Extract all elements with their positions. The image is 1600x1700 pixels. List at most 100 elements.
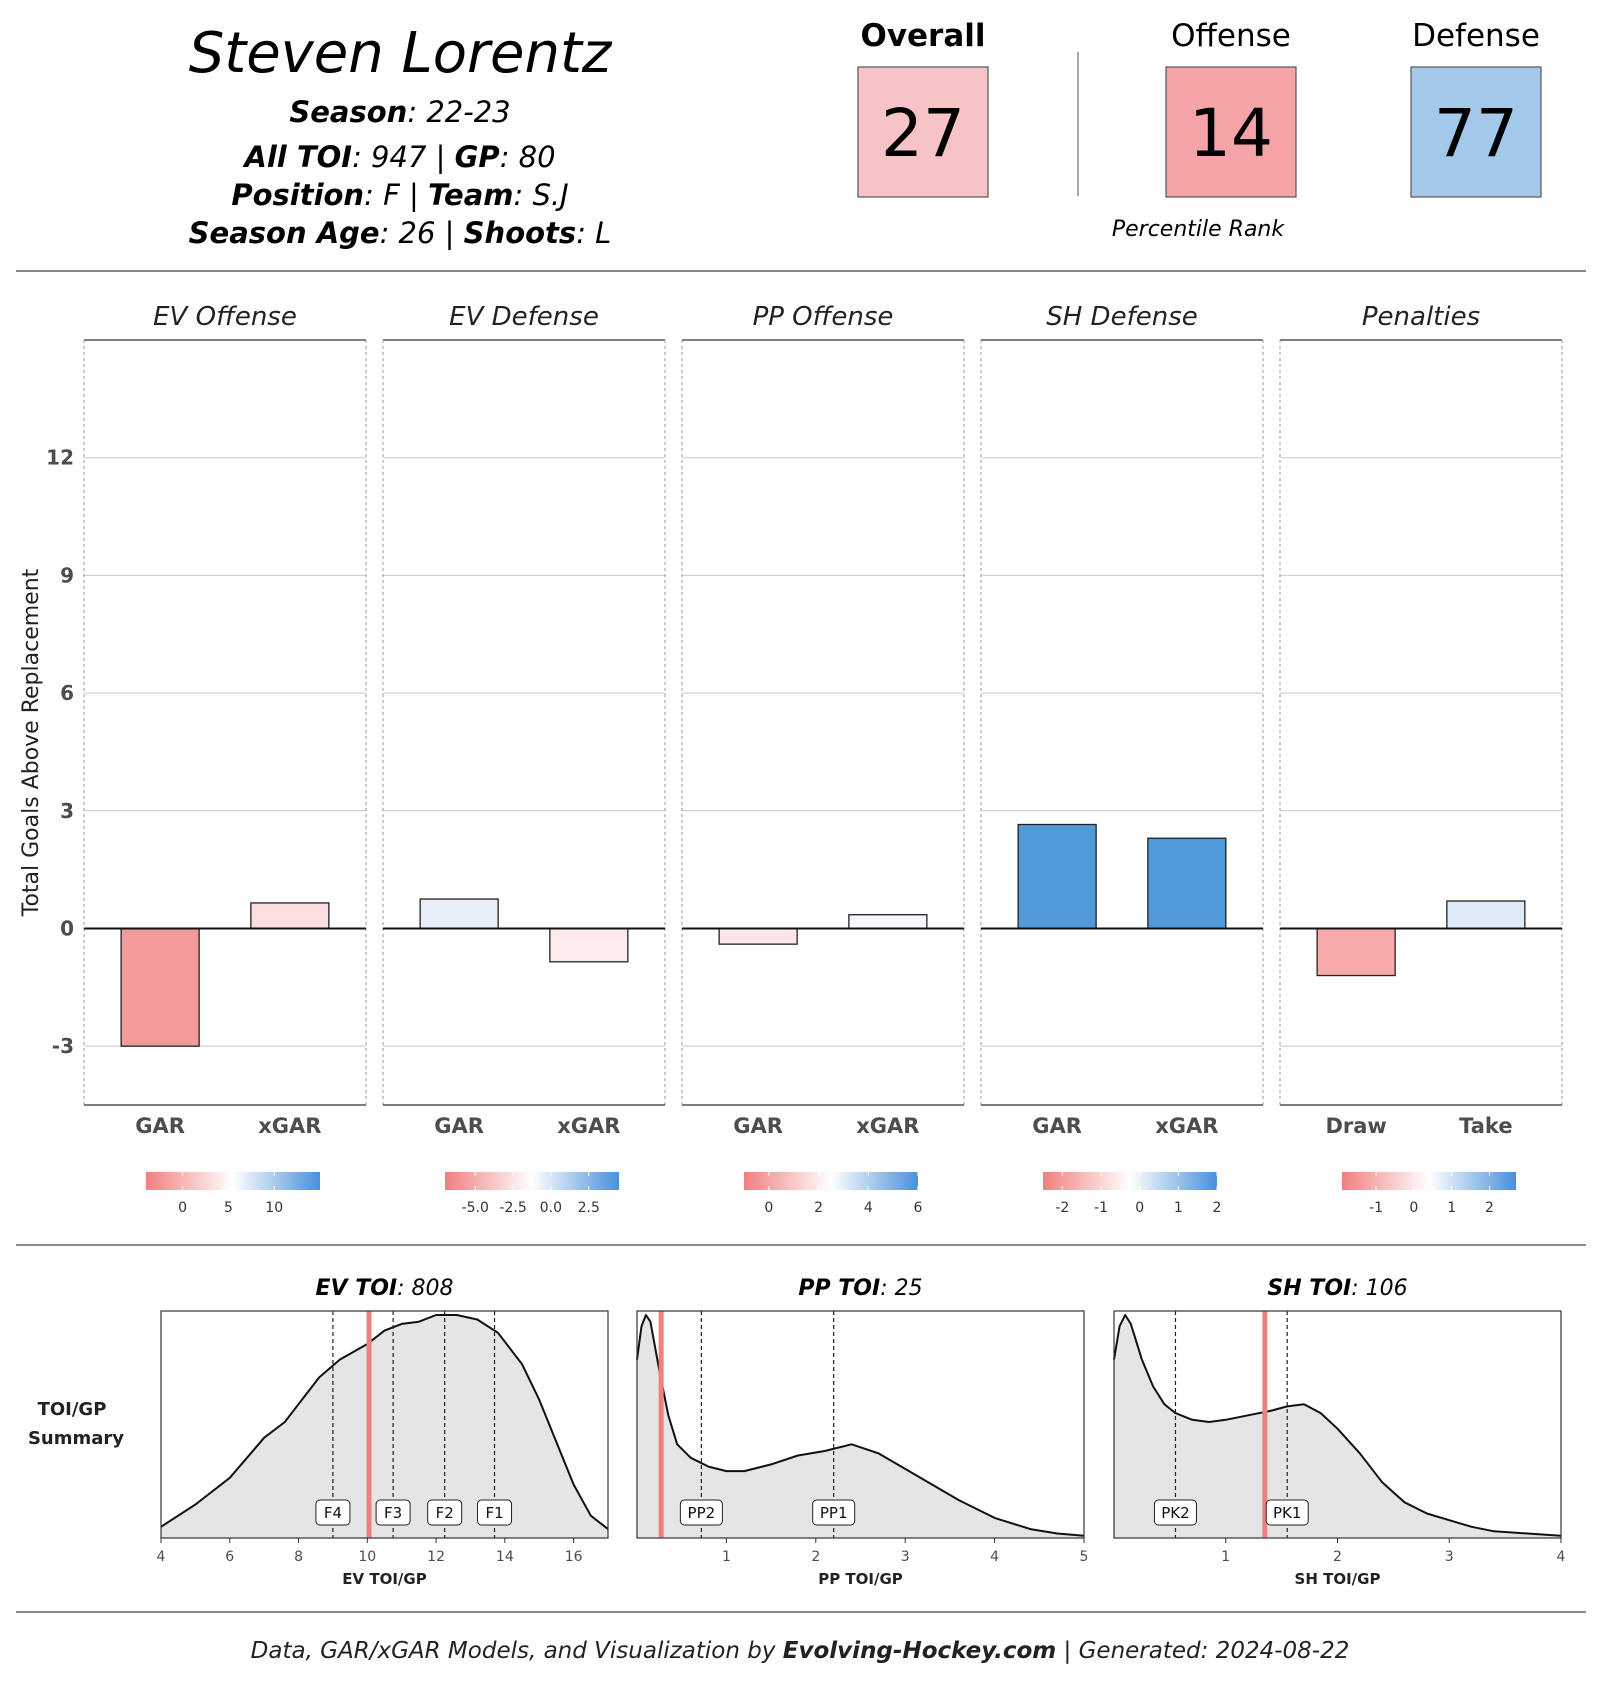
density-curve: [1113, 1314, 1562, 1537]
rank-box-offense: [1165, 66, 1297, 198]
facet-title: EV Offense: [153, 302, 297, 332]
line-label: PK2: [1161, 1504, 1189, 1522]
percentile-ranks: Overall 27 Offense 14 Defense 77 Percentile Ra…: [857, 18, 1542, 242]
info-row-3: Season Age: 26 | Shoots: L: [189, 216, 612, 250]
toi-title-value: : 808: [397, 1276, 453, 1301]
info-value: : L: [576, 216, 611, 250]
x-tick-label: 14: [496, 1549, 514, 1565]
footer-brand: Evolving-Hockey.com: [783, 1638, 1056, 1664]
legend-tick-label: -2.5: [499, 1200, 526, 1216]
info-label: Shoots: [464, 216, 577, 250]
x-category-label: xGAR: [557, 1114, 620, 1138]
x-category-label: GAR: [1032, 1114, 1082, 1138]
density-curve: [636, 1314, 1085, 1537]
x-category-label: GAR: [733, 1114, 783, 1138]
x-tick-label: 2: [1333, 1549, 1342, 1565]
legend-tick-label: 2: [1485, 1200, 1494, 1216]
info-label: All TOI: [242, 140, 352, 174]
legend-tick-label: -2: [1055, 1200, 1069, 1216]
line-label: PP2: [688, 1504, 716, 1522]
bar-gar: [1017, 823, 1097, 930]
summary-label-line1: TOI/GP: [38, 1399, 107, 1420]
toi-panel-pp: PP TOI: 25 PP2 PP1 1 2 3 4 5 PP TOI/GP: [636, 1276, 1089, 1588]
x-tick-label: 5: [1080, 1549, 1089, 1565]
info-separator: |: [435, 216, 463, 250]
info-value: : 80: [500, 140, 556, 174]
facet-ev-defense: EV Defense GAR xGAR -5.0 -2.5 0.0 2.5: [382, 302, 666, 1216]
line-label: PP1: [820, 1504, 848, 1522]
legend-tick-label: 6: [914, 1200, 923, 1216]
player-name: Steven Lorentz: [189, 21, 613, 86]
y-tick-label: 12: [46, 446, 74, 470]
density-area: [161, 1315, 608, 1538]
toi-title-label: EV TOI: [315, 1276, 397, 1301]
legend-tick-label: -5.0: [462, 1200, 489, 1216]
x-tick-label: 12: [427, 1549, 445, 1565]
x-category-label: xGAR: [856, 1114, 919, 1138]
rank-value-offense: 14: [1189, 95, 1273, 172]
toi-title-value: : 25: [880, 1276, 922, 1301]
legend-colorbar: [445, 1172, 619, 1190]
legend-colorbar: [146, 1172, 320, 1190]
toi-panel-ev: EV TOI: 808 F4 F3 F2 F1 4 6 8 10 12 14 16 EV TOI/GP: [157, 1276, 609, 1588]
player-header: Steven Lorentz Season: 22-23 All TOI: 947 …: [189, 21, 613, 250]
x-category-label: GAR: [135, 1114, 185, 1138]
legend-tick-label: 0.0: [540, 1200, 562, 1216]
line-label: F3: [384, 1504, 402, 1522]
legend-tick-label: 2.5: [578, 1200, 600, 1216]
info-separator: |: [400, 178, 428, 212]
line-label-box: [427, 1499, 463, 1526]
x-tick-label: 4: [157, 1549, 166, 1565]
x-category-label: Draw: [1325, 1114, 1386, 1138]
info-value: : 947: [352, 140, 427, 174]
bar-xgar: [1147, 837, 1227, 930]
density-area: [1114, 1315, 1561, 1538]
y-tick-label: 0: [60, 916, 74, 940]
line-label: F1: [485, 1504, 503, 1522]
x-tick-label: 1: [722, 1549, 731, 1565]
legend-tick-label: -1: [1369, 1200, 1383, 1216]
x-category-label: xGAR: [1155, 1114, 1218, 1138]
legend-tick-label: 2: [1213, 1200, 1222, 1216]
line-label: F4: [324, 1504, 342, 1522]
bar-gar: [718, 927, 798, 945]
facet-sh-defense: SH Defense GAR xGAR -2 -1 0 1 2: [980, 302, 1264, 1216]
x-category-label: GAR: [434, 1114, 484, 1138]
line-label-box: [315, 1499, 351, 1526]
legend-tick-label: 1: [1174, 1200, 1183, 1216]
rank-box-defense: [1410, 66, 1542, 198]
facet-title: EV Defense: [449, 302, 599, 332]
legend-tick-label: -1: [1094, 1200, 1108, 1216]
info-value: : S.J: [513, 178, 568, 212]
rank-label-defense: Defense: [1412, 18, 1540, 54]
info-label: GP: [455, 140, 500, 174]
info-separator: |: [426, 140, 454, 174]
toi-panel-sh: SH TOI: 106 PK2 PK1 1 2 3 4 SH TOI/GP: [1113, 1276, 1566, 1588]
gar-bar-chart: Total Goals Above Replacement-3036912EV …: [16, 270, 1586, 1246]
info-label: Season: [289, 95, 407, 129]
facet-title: SH Defense: [1046, 302, 1198, 332]
x-tick-label: 3: [1445, 1549, 1454, 1565]
y-tick-label: 3: [60, 799, 74, 823]
bar-xgar: [549, 927, 629, 963]
legend-tick-label: 4: [864, 1200, 873, 1216]
footer-credit: Data, GAR/xGAR Models, and Visualization…: [251, 1638, 1350, 1664]
legend-tick-label: 0: [178, 1200, 187, 1216]
bar-take: [1446, 900, 1526, 930]
footer-prefix: Data, GAR/xGAR Models, and Visualization…: [251, 1638, 783, 1664]
rank-label-offense: Offense: [1171, 18, 1291, 54]
info-value: : 22-23: [407, 95, 510, 129]
x-category-label: Take: [1459, 1114, 1512, 1138]
bar-xgar: [848, 914, 928, 930]
rank-label-overall: Overall: [860, 18, 985, 54]
rank-box-overall: [857, 66, 989, 198]
x-category-label: xGAR: [258, 1114, 321, 1138]
bar-gar: [419, 898, 499, 930]
x-axis-label: EV TOI/GP: [342, 1570, 426, 1588]
x-tick-label: 4: [990, 1549, 999, 1565]
bar-gar: [120, 927, 200, 1047]
info-label: Team: [428, 178, 514, 212]
